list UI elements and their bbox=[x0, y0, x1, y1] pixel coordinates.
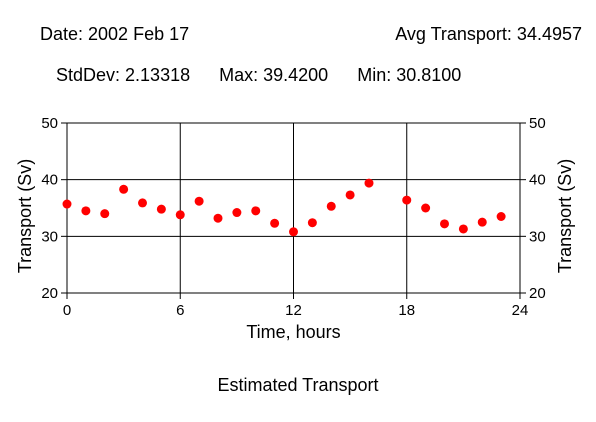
x-tick-label: 0 bbox=[63, 302, 71, 319]
y-tick-label-left: 40 bbox=[41, 172, 58, 189]
y-tick-label-right: 50 bbox=[529, 115, 546, 132]
data-point bbox=[345, 190, 355, 200]
x-tick-label: 24 bbox=[512, 302, 529, 319]
y-tick-label-right: 30 bbox=[529, 228, 546, 245]
x-tick-label: 6 bbox=[176, 302, 184, 319]
x-tick-label: 12 bbox=[285, 302, 302, 319]
chart-caption: Estimated Transport bbox=[217, 375, 379, 395]
data-point bbox=[100, 209, 110, 219]
data-point bbox=[213, 213, 223, 223]
stats-line: StdDev: 2.13318 Max: 39.4200 Min: 30.810… bbox=[56, 65, 461, 86]
y-tick-label-right: 20 bbox=[529, 285, 546, 302]
data-point bbox=[364, 178, 374, 188]
data-point bbox=[440, 219, 449, 229]
data-point bbox=[270, 218, 280, 228]
y-axis-label-right: Transport (Sv) bbox=[555, 159, 575, 273]
data-point bbox=[496, 212, 506, 221]
y-tick-label-left: 30 bbox=[41, 228, 58, 245]
data-point bbox=[326, 201, 336, 211]
data-point bbox=[194, 196, 204, 206]
stddev-label: StdDev: 2.13318 bbox=[56, 65, 191, 85]
data-point bbox=[402, 195, 412, 205]
data-point bbox=[175, 210, 185, 220]
y-tick-label-left: 20 bbox=[41, 285, 58, 302]
y-axis-label-left: Transport (Sv) bbox=[15, 159, 35, 273]
max-label: Max: 39.4200 bbox=[219, 65, 329, 85]
data-points bbox=[62, 178, 506, 237]
data-point bbox=[62, 199, 72, 209]
data-point bbox=[289, 227, 298, 237]
grid-lines bbox=[67, 123, 520, 293]
data-point bbox=[119, 184, 129, 194]
data-point bbox=[81, 206, 91, 216]
data-point bbox=[477, 217, 487, 227]
data-point bbox=[458, 224, 468, 234]
data-point bbox=[156, 204, 166, 214]
min-label: Min: 30.8100 bbox=[357, 65, 462, 85]
data-point bbox=[307, 218, 317, 228]
y-tick-label-left: 50 bbox=[41, 115, 58, 132]
data-point bbox=[232, 208, 242, 218]
data-point bbox=[138, 198, 147, 208]
x-tick-label: 18 bbox=[398, 302, 415, 319]
avg-transport-label: Avg Transport: 34.4957 bbox=[395, 24, 582, 44]
y-tick-label-right: 40 bbox=[529, 172, 546, 189]
date-label: Date: 2002 Feb 17 bbox=[40, 24, 190, 44]
data-point bbox=[421, 203, 431, 213]
x-axis-label: Time, hours bbox=[246, 322, 340, 342]
data-point bbox=[251, 206, 261, 216]
